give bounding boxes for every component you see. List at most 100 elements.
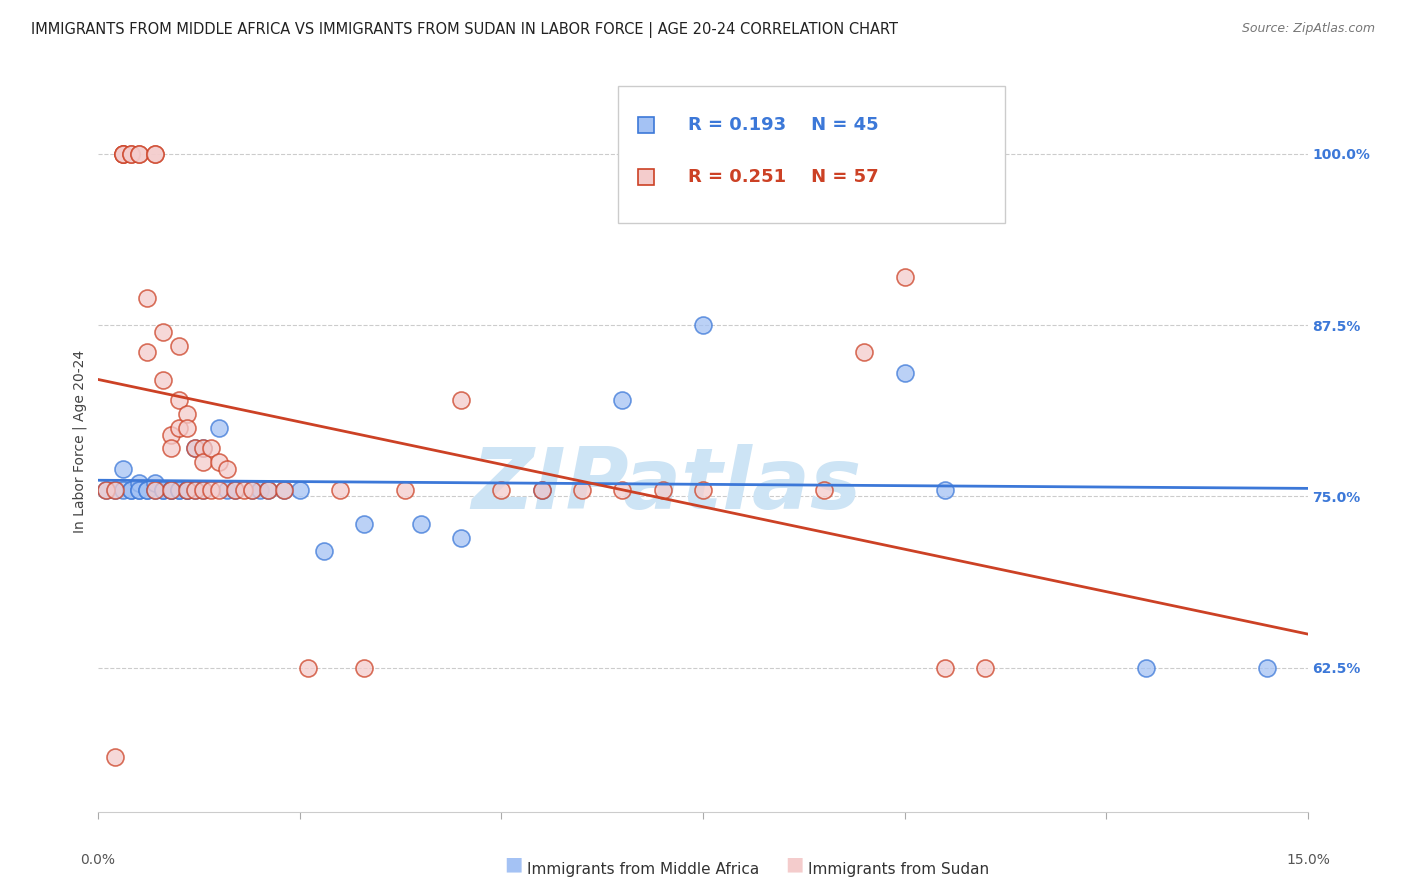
Point (167, 393, 190, 408)
Point (152, 483, 174, 497)
Text: Source: ZipAtlas.com: Source: ZipAtlas.com (1241, 22, 1375, 36)
Text: Immigrants from Sudan: Immigrants from Sudan (808, 863, 990, 877)
Point (160, 483, 183, 497)
Point (160, 483, 183, 497)
Point (184, 442, 207, 456)
Point (353, 661, 375, 675)
Point (143, 146, 166, 161)
Point (193, 455, 215, 469)
Point (103, 750, 125, 764)
Point (288, 483, 311, 497)
Text: Immigrants from Middle Africa: Immigrants from Middle Africa (527, 863, 759, 877)
Point (135, 291, 157, 305)
Point (893, 270, 915, 285)
Point (193, 442, 215, 456)
Point (193, 483, 215, 497)
Point (184, 442, 207, 456)
Point (240, 483, 263, 497)
Point (184, 483, 207, 497)
Point (160, 427, 183, 442)
Point (974, 661, 997, 675)
Point (143, 475, 166, 490)
Point (128, 475, 150, 490)
Point (232, 483, 254, 497)
Point (224, 483, 246, 497)
Point (160, 483, 183, 497)
Point (128, 483, 150, 497)
Point (193, 442, 215, 456)
Point (934, 483, 956, 497)
Text: 15.0%: 15.0% (1286, 853, 1330, 866)
Point (111, 146, 134, 161)
Point (111, 146, 134, 161)
Point (934, 661, 956, 675)
Point (612, 483, 634, 497)
Y-axis label: In Labor Force | Age 20-24: In Labor Force | Age 20-24 (73, 350, 87, 533)
Point (120, 483, 142, 497)
Point (530, 483, 553, 497)
Text: R = 0.193    N = 45: R = 0.193 N = 45 (689, 117, 879, 135)
Text: R = 0.251    N = 57: R = 0.251 N = 57 (689, 169, 879, 186)
Point (120, 146, 142, 161)
Point (128, 146, 150, 161)
Point (111, 462, 134, 476)
Point (692, 318, 714, 332)
Point (329, 483, 352, 497)
Point (135, 483, 157, 497)
Point (135, 345, 157, 359)
Point (813, 146, 835, 161)
Point (450, 531, 472, 545)
Point (143, 146, 166, 161)
Text: IMMIGRANTS FROM MIDDLE AFRICA VS IMMIGRANTS FROM SUDAN IN LABOR FORCE | AGE 20-2: IMMIGRANTS FROM MIDDLE AFRICA VS IMMIGRA… (31, 22, 898, 38)
Point (813, 483, 835, 497)
Point (184, 483, 207, 497)
Point (103, 483, 125, 497)
Point (273, 483, 295, 497)
Point (111, 483, 134, 497)
Point (217, 462, 239, 476)
Point (297, 661, 319, 675)
Point (1135, 661, 1157, 675)
Point (651, 483, 673, 497)
Point (200, 442, 222, 456)
Point (96, 483, 118, 497)
Point (314, 544, 336, 558)
Point (1256, 661, 1278, 675)
Point (240, 483, 263, 497)
Text: ZIPatlas: ZIPatlas (471, 444, 862, 527)
Point (256, 483, 278, 497)
Point (120, 146, 142, 161)
Text: 0.0%: 0.0% (80, 853, 115, 866)
Point (176, 483, 198, 497)
Point (208, 421, 231, 435)
Point (394, 483, 416, 497)
Point (152, 325, 174, 339)
Point (612, 393, 634, 408)
Point (143, 483, 166, 497)
Point (571, 483, 593, 497)
Point (160, 442, 183, 456)
Point (128, 146, 150, 161)
Point (256, 483, 278, 497)
Point (96, 483, 118, 497)
Point (409, 516, 432, 531)
Point (176, 421, 198, 435)
Point (224, 483, 246, 497)
Point (530, 483, 553, 497)
Point (853, 345, 876, 359)
Point (167, 338, 190, 352)
Point (103, 483, 125, 497)
Point (111, 146, 134, 161)
Point (176, 483, 198, 497)
Point (193, 483, 215, 497)
Point (152, 483, 174, 497)
Text: ■: ■ (503, 855, 523, 873)
Point (120, 483, 142, 497)
Point (128, 483, 150, 497)
Point (273, 483, 295, 497)
Point (135, 483, 157, 497)
Point (353, 516, 375, 531)
Point (491, 483, 513, 497)
Point (167, 483, 190, 497)
Point (167, 421, 190, 435)
